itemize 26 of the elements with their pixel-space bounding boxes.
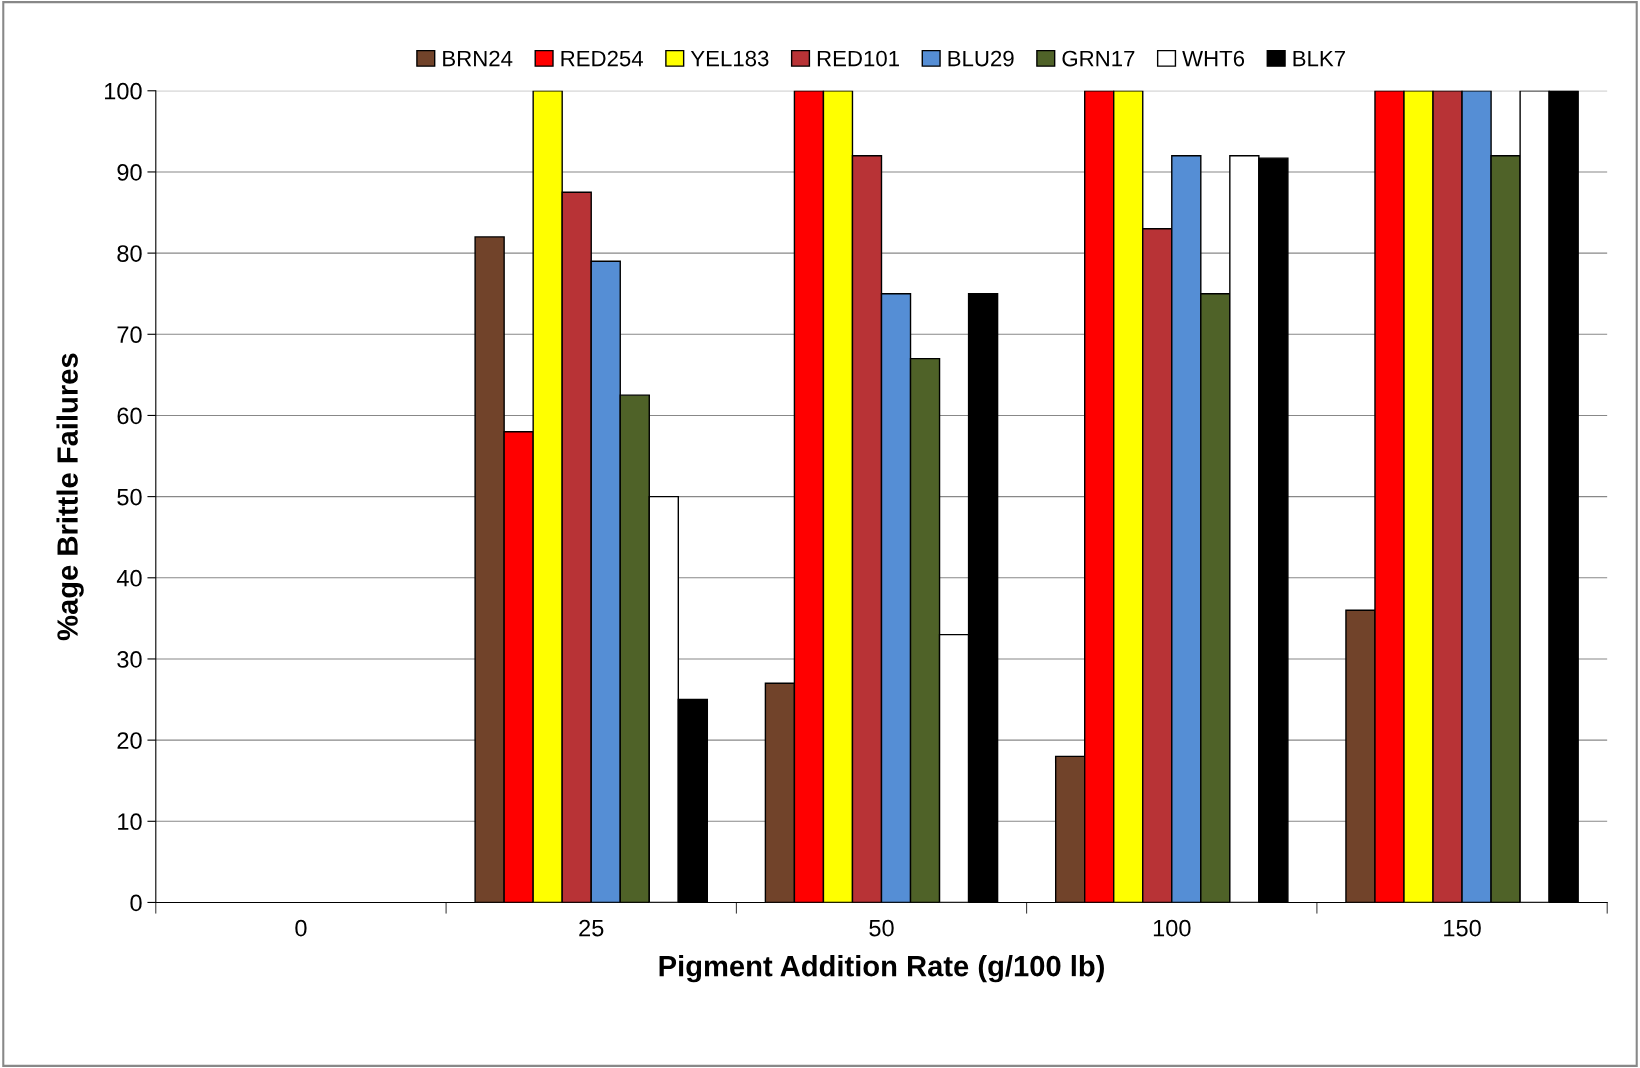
legend-label: GRN17 xyxy=(1062,50,1135,67)
y-tick-label: 90 xyxy=(117,164,142,181)
legend-label: YEL183 xyxy=(690,50,769,67)
x-tick-label: 150 xyxy=(1444,919,1481,937)
legend-label: BLK7 xyxy=(1293,50,1345,67)
y-tick-label: 70 xyxy=(117,326,142,344)
y-tick-label: 50 xyxy=(117,488,142,506)
y-tick-label: 30 xyxy=(117,651,142,668)
y-tick-label: 60 xyxy=(117,407,142,425)
x-axis-title: Pigment Addition Rate (g/100 lb) xyxy=(659,955,1104,983)
legend-label: RED254 xyxy=(561,50,644,67)
legend-label: BRN24 xyxy=(443,50,513,67)
legend-label: BLU29 xyxy=(948,50,1014,67)
x-tick-label: 50 xyxy=(869,919,894,937)
y-tick-label: 20 xyxy=(117,732,142,749)
y-tick-label: 0 xyxy=(130,894,142,912)
x-tick-label: 0 xyxy=(295,919,307,937)
y-tick-label: 100 xyxy=(105,82,142,100)
y-axis-title: %age Brittle Failures xyxy=(56,353,84,641)
legend-label: WHT6 xyxy=(1182,50,1245,67)
y-tick-label: 80 xyxy=(117,245,142,262)
x-tick-label: 100 xyxy=(1153,919,1191,937)
legend-label: RED101 xyxy=(817,50,899,67)
y-tick-label: 10 xyxy=(118,813,142,831)
x-tick-label: 25 xyxy=(579,919,604,937)
y-tick-label: 40 xyxy=(116,569,142,587)
